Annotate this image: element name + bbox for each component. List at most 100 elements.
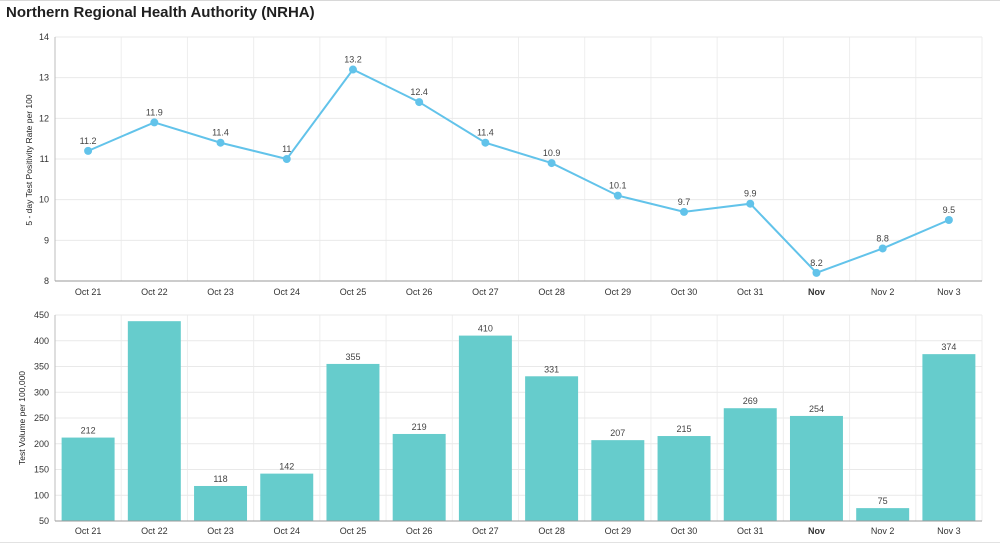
- bar-chart-y-tick: 450: [34, 310, 49, 320]
- line-chart-point: [348, 65, 357, 74]
- line-chart-point: [481, 138, 490, 147]
- line-chart-y-tick: 11: [40, 154, 49, 164]
- bar-chart-data-label: 331: [544, 364, 559, 374]
- bar-chart-x-tick: Nov: [808, 526, 825, 536]
- bar-chart-bar: [789, 415, 843, 521]
- line-chart-point: [680, 207, 689, 216]
- bar-chart-x-tick: Oct 23: [207, 526, 234, 536]
- bar-chart-data-label: 215: [677, 424, 692, 434]
- bar-chart-x-tick: Oct 21: [75, 526, 102, 536]
- bar-chart-x-tick: Oct 30: [671, 526, 698, 536]
- line-chart-y-tick: 10: [39, 195, 49, 205]
- bar-chart-data-label: 75: [878, 496, 888, 506]
- bar-chart-x-tick: Nov 2: [871, 526, 895, 536]
- line-chart-point: [944, 216, 953, 224]
- line-chart-data-label: 9.5: [943, 205, 956, 215]
- bar-chart-y-tick: 300: [34, 387, 49, 397]
- bar-chart-data-label: 269: [743, 396, 758, 406]
- bar-chart-data-label: 207: [610, 428, 625, 438]
- top-border: [0, 0, 1000, 1]
- line-chart-x-tick: Oct 31: [737, 287, 764, 297]
- page-title: Northern Regional Health Authority (NRHA…: [6, 4, 315, 21]
- bar-chart-y-tick: 150: [34, 465, 49, 475]
- bar-chart-x-tick: Nov 3: [937, 526, 961, 536]
- bar-chart-bar: [61, 437, 115, 521]
- bar-chart-data-label: 355: [345, 352, 360, 362]
- line-chart-point: [282, 155, 291, 163]
- line-chart-data-label: 12.4: [410, 87, 428, 97]
- bar-chart-data-label: 410: [478, 324, 493, 334]
- line-chart-x-tick: Nov 3: [937, 287, 961, 297]
- line-chart-point: [746, 199, 755, 208]
- bar-chart-x-tick: Oct 28: [538, 526, 565, 536]
- bar-chart-x-tick: Oct 31: [737, 526, 764, 536]
- line-chart-x-tick: Nov 2: [871, 287, 895, 297]
- line-chart-point: [415, 98, 424, 107]
- line-chart-point: [84, 146, 93, 155]
- line-chart-y-tick: 12: [39, 113, 49, 123]
- line-chart-data-label: 11.4: [477, 128, 494, 138]
- line-chart-x-tick: Oct 28: [538, 287, 565, 297]
- line-chart-x-tick: Oct 30: [671, 287, 698, 297]
- line-chart-y-tick: 13: [39, 73, 49, 83]
- bar-chart-bar: [194, 485, 248, 521]
- line-chart-data-label: 11.2: [80, 136, 97, 146]
- bar-chart-data-label: 118: [213, 474, 227, 484]
- line-chart-series-line: [87, 68, 950, 275]
- line-chart-point: [216, 138, 225, 147]
- bar-chart-data-label: 254: [809, 404, 824, 414]
- bar-chart-bar: [922, 354, 976, 521]
- line-chart-point: [613, 191, 622, 200]
- line-chart-data-label: 11: [282, 144, 291, 154]
- bar-chart-y-tick: 50: [39, 516, 49, 526]
- bar-chart-bar: [657, 436, 711, 521]
- line-chart-x-tick: Oct 21: [75, 287, 102, 297]
- bar-chart-x-tick: Oct 24: [273, 526, 300, 536]
- line-chart-x-tick: Oct 25: [340, 287, 367, 297]
- line-chart-x-tick: Oct 27: [472, 287, 499, 297]
- line-chart-point: [812, 268, 821, 277]
- line-chart-x-tick: Oct 26: [406, 287, 433, 297]
- bar-chart-bar: [525, 376, 579, 521]
- line-chart-data-label: 11.4: [212, 128, 229, 138]
- bar-chart-x-tick: Oct 29: [605, 526, 632, 536]
- line-chart-y-tick: 8: [44, 276, 49, 286]
- bar-chart-y-tick: 350: [34, 362, 49, 372]
- bar-chart-bar: [127, 321, 181, 521]
- line-chart-data-label: 9.7: [678, 197, 691, 207]
- bar-chart-bar: [326, 363, 380, 521]
- line-chart-data-label: 13.2: [344, 55, 362, 65]
- bar-chart-data-label: 212: [81, 426, 96, 436]
- bar-chart-x-tick: Oct 25: [340, 526, 367, 536]
- line-chart-point: [547, 159, 556, 168]
- line-chart-x-tick: Oct 22: [141, 287, 168, 297]
- bar-chart-bar: [856, 508, 910, 521]
- line-chart-data-label: 8.2: [810, 258, 823, 268]
- bar-chart-x-tick: Oct 27: [472, 526, 499, 536]
- bar-chart-y-tick: 100: [34, 490, 49, 500]
- line-chart-data-label: 8.8: [876, 233, 889, 243]
- line-chart-data-label: 10.9: [543, 148, 561, 158]
- line-chart-point: [878, 244, 887, 253]
- bar-chart-data-label: 374: [941, 342, 956, 352]
- bar-chart-bar: [260, 473, 314, 521]
- bar-chart-y-axis-label: Test Volume per 100,000: [17, 371, 27, 465]
- bar-chart-y-tick: 250: [34, 413, 49, 423]
- bar-chart-y-tick: 200: [34, 439, 49, 449]
- line-chart-x-tick: Nov: [808, 287, 825, 297]
- bar-chart-data-label: 219: [412, 422, 427, 432]
- line-chart-data-label: 11.9: [146, 107, 163, 117]
- line-chart-y-axis-label: 5 - day Test Positivity Rate per 100: [24, 94, 34, 225]
- bar-chart-bar: [392, 433, 446, 521]
- bar-chart-bar: [723, 408, 777, 521]
- line-chart-data-label: 9.9: [744, 189, 757, 199]
- line-chart-point: [150, 118, 159, 127]
- line-chart-x-tick: Oct 24: [273, 287, 300, 297]
- bar-chart-y-tick: 400: [34, 336, 49, 346]
- line-chart-x-tick: Oct 29: [605, 287, 632, 297]
- line-chart-x-tick: Oct 23: [207, 287, 234, 297]
- bar-chart-x-tick: Oct 22: [141, 526, 168, 536]
- line-chart-y-tick: 9: [44, 235, 49, 245]
- bar-chart-bar: [591, 440, 645, 521]
